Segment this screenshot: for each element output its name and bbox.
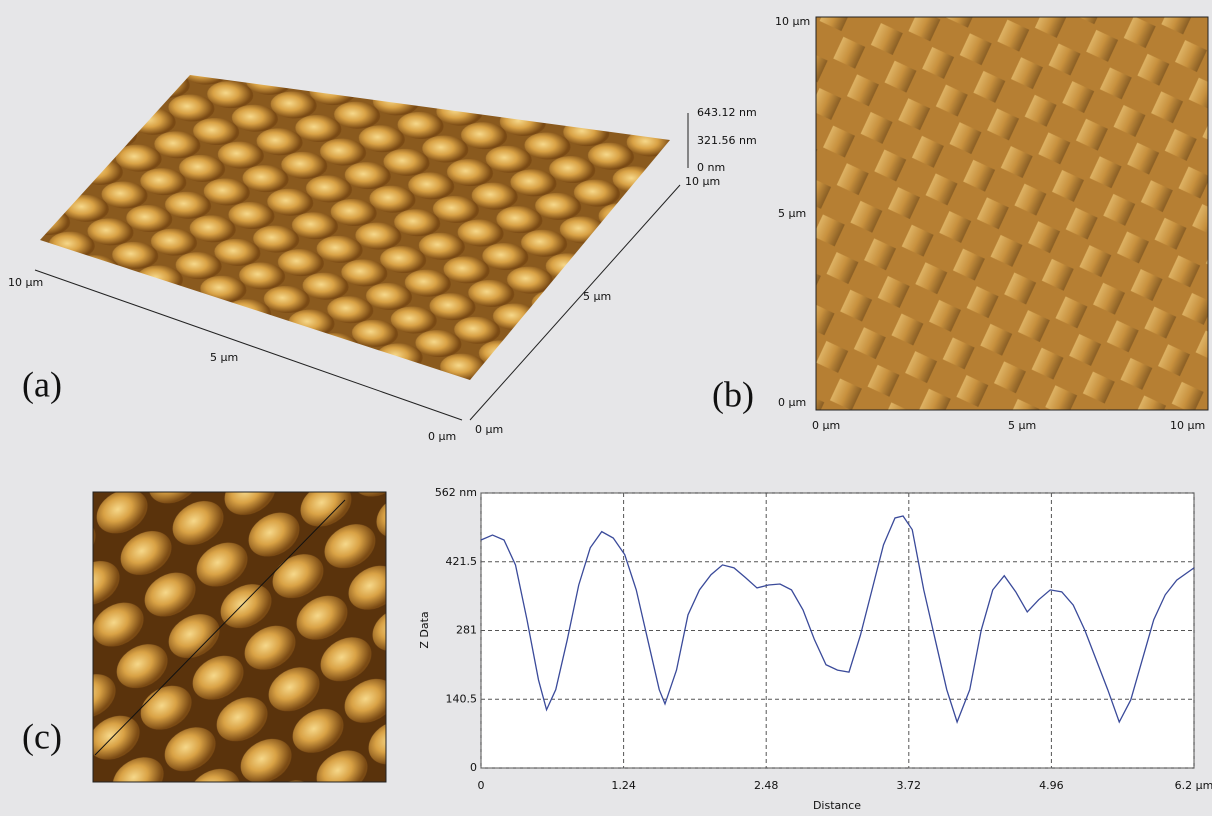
z-label: 643.12 nm: [697, 106, 757, 119]
panel-label: (a): [22, 364, 62, 404]
axis-label: 5 µm: [210, 351, 238, 364]
figure: 10 µm 5 µm 0 µm 0 µm 5 µm 10 µm 643.12 n…: [0, 0, 1212, 816]
y-tick-label: 281: [456, 624, 477, 637]
panel-label: (b): [712, 374, 754, 414]
z-label: 0 nm: [697, 161, 725, 174]
axis-label: 10 µm: [1170, 419, 1205, 432]
afm-image: [93, 492, 386, 782]
x-tick-label: 1.24: [611, 779, 636, 792]
axis-label: 0 µm: [812, 419, 840, 432]
y-tick-label: 562 nm: [435, 486, 477, 499]
x-tick-label: 6.2 µm: [1175, 779, 1212, 792]
x-tick-label: 0: [478, 779, 485, 792]
afm-3d-image: [40, 75, 670, 380]
x-axis-title: Distance: [813, 799, 861, 812]
y-axis-title: Z Data: [418, 611, 431, 648]
axis-label: 0 µm: [778, 396, 806, 409]
x-tick-label: 4.96: [1039, 779, 1064, 792]
axis-label: 10 µm: [8, 276, 43, 289]
y-tick-label: 0: [470, 761, 477, 774]
x-tick-label: 3.72: [897, 779, 922, 792]
y-tick-label: 140.5: [446, 692, 478, 705]
y-tick-label: 421.5: [446, 555, 478, 568]
afm-image: [816, 17, 1208, 410]
axis-label: 0 µm: [475, 423, 503, 436]
page: {"panels":{"a":{"label":"(a)","x_labels"…: [0, 0, 1212, 816]
axis-label: 10 µm: [685, 175, 720, 188]
axis-label: 10 µm: [775, 15, 810, 28]
x-tick-label: 2.48: [754, 779, 779, 792]
axis-label: 5 µm: [1008, 419, 1036, 432]
axis-label: 0 µm: [428, 430, 456, 443]
panel-label: (c): [22, 716, 62, 756]
axis-label: 5 µm: [778, 207, 806, 220]
axis-label: 5 µm: [583, 290, 611, 303]
z-label: 321.56 nm: [697, 134, 757, 147]
